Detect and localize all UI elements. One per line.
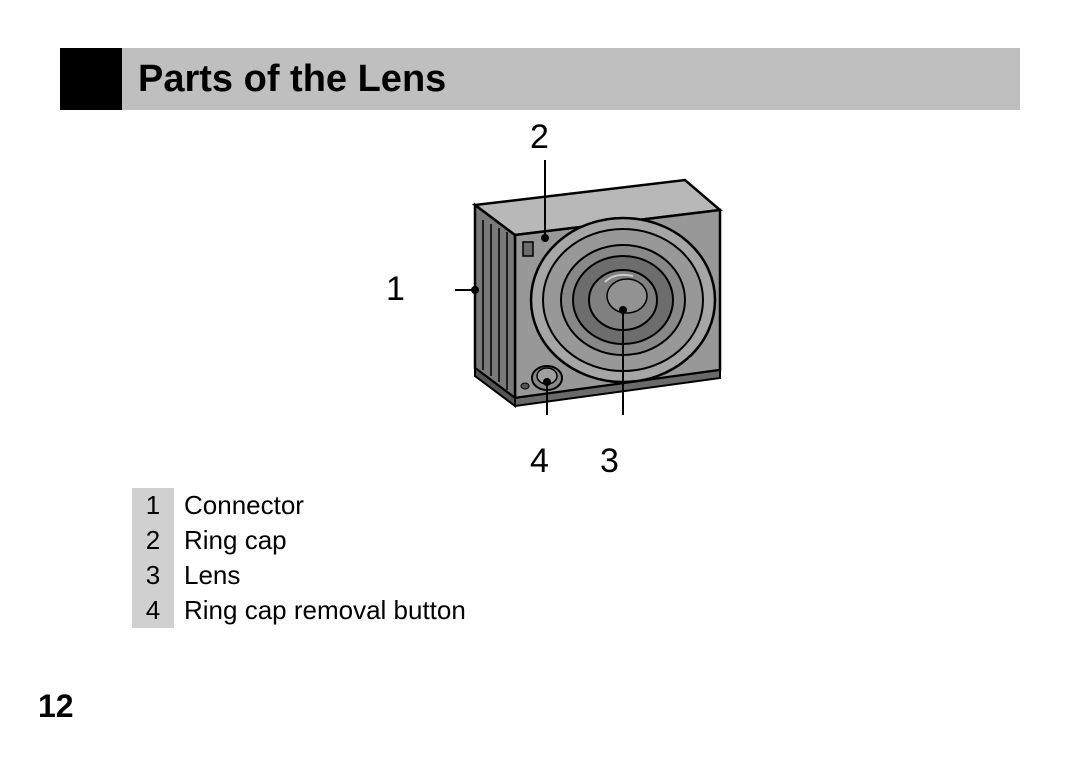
part-number-cell: 1	[132, 488, 174, 523]
part-number-cell: 2	[132, 523, 174, 558]
table-row: 1 Connector	[132, 488, 476, 523]
lens-module-illustration	[455, 160, 745, 415]
section-header: Parts of the Lens	[60, 48, 1020, 110]
part-number-cell: 4	[132, 593, 174, 628]
part-label-cell: Ring cap removal button	[174, 593, 476, 628]
callout-number-2: 2	[530, 118, 549, 157]
part-label-cell: Lens	[174, 558, 476, 593]
table-row: 4 Ring cap removal button	[132, 593, 476, 628]
callout-number-1: 1	[386, 270, 405, 309]
part-label-cell: Connector	[174, 488, 476, 523]
header-gray-bar: Parts of the Lens	[122, 48, 1020, 110]
diagram-area: 2 1 4 3	[60, 118, 1020, 488]
header-black-block	[60, 48, 122, 110]
table-row: 2 Ring cap	[132, 523, 476, 558]
section-title: Parts of the Lens	[138, 58, 446, 101]
callout-number-4: 4	[530, 442, 549, 481]
part-number-cell: 3	[132, 558, 174, 593]
part-label-cell: Ring cap	[174, 523, 476, 558]
page-number: 12	[38, 688, 74, 725]
parts-legend-table: 1 Connector 2 Ring cap 3 Lens 4 Ring cap…	[132, 488, 476, 628]
table-row: 3 Lens	[132, 558, 476, 593]
callout-number-3: 3	[600, 442, 619, 481]
